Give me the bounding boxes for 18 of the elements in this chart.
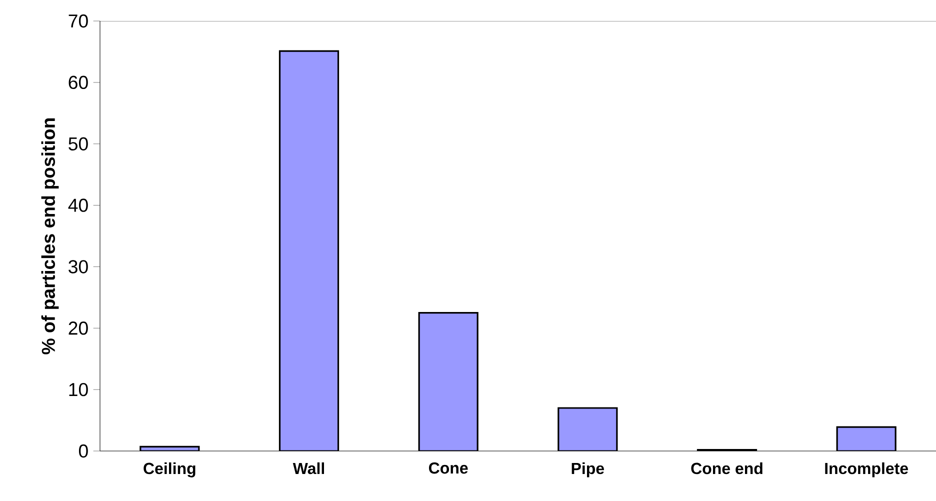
- x-tick-label: Pipe: [572, 462, 604, 478]
- y-tick-label: 20: [68, 322, 88, 335]
- x-tick-label: Cone: [428, 462, 468, 474]
- y-tick-label: 0: [78, 444, 88, 458]
- y-tick-label: 50: [68, 137, 88, 150]
- bar: [278, 50, 340, 451]
- y-tick-label: 70: [68, 14, 88, 28]
- x-tick-label: Wall: [292, 462, 324, 474]
- y-tick-label: 60: [68, 76, 88, 90]
- bar: [418, 312, 478, 451]
- x-tick-label: Ceiling: [144, 462, 196, 478]
- bar: [558, 407, 618, 451]
- y-tick-label: 40: [68, 198, 88, 212]
- y-tick-label: 10: [69, 382, 88, 396]
- y-tick-label: 30: [68, 260, 88, 274]
- y-axis-title: % of particles end position: [41, 118, 59, 354]
- x-tick-label: Incomplete: [825, 462, 908, 478]
- x-tick-label: Cone end: [691, 462, 762, 474]
